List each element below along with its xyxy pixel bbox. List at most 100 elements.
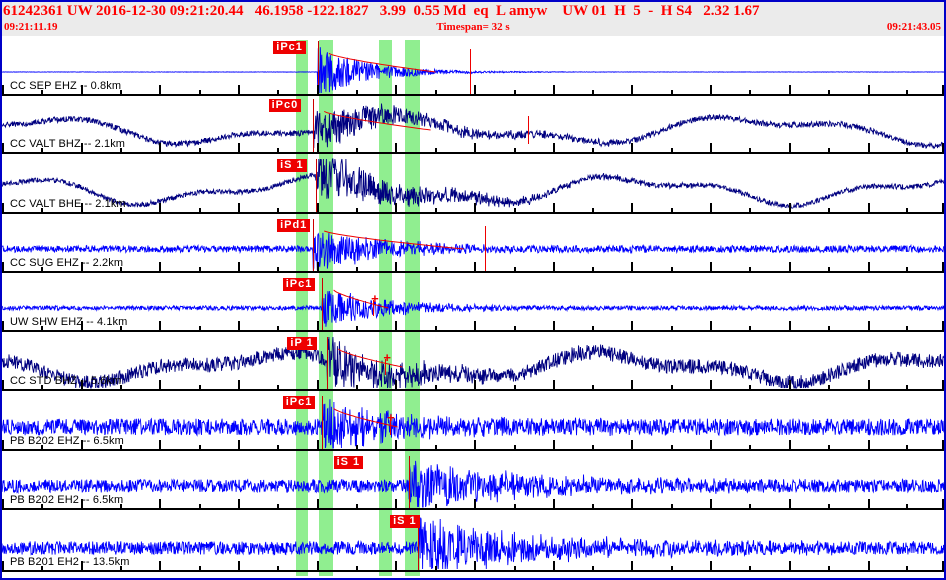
channel-label[interactable]: CC STD BHZ -- 5.6km [10,375,122,387]
axis-tick-major [942,262,944,272]
axis-tick-minor [828,148,831,153]
axis-tick-minor [434,326,437,331]
waveform-row[interactable]: iP 1 + CC STD BHZ -- 5.6km [2,336,944,395]
phase-pick-label[interactable]: iPc0 [268,99,302,112]
axis-tick-major [867,321,870,331]
channel-label[interactable]: PB B201 EH2 -- 13.5km [10,556,130,568]
channel-label[interactable]: UW SHW EHZ -- 4.1km [10,316,128,328]
phase-pick-line[interactable] [312,219,314,271]
axis-tick-minor [198,208,201,213]
waveform-row[interactable]: iS 1 PB B202 EH2 -- 6.5km [2,455,944,514]
axis-tick-major [80,143,83,153]
waveform-row[interactable]: iPc0 CC VALT BHZ -- 2.1km [2,98,944,158]
phase-pick-line[interactable] [322,396,324,449]
waveform-plot-area[interactable]: iPc1 CC SEP EHZ -- 0.8km iPc0 CC VALT BHZ -… [2,36,944,578]
waveform-row[interactable]: iPc1 CC SEP EHZ -- 0.8km [2,40,944,98]
axis-tick-major [631,440,634,450]
axis-tick-major [710,561,713,571]
axis-tick-minor [670,504,673,509]
amplitude-marker[interactable] [373,300,375,316]
axis-tick-minor [41,148,44,153]
axis-tick-minor [905,326,908,331]
phase-pick-label[interactable]: iPd1 [277,219,311,232]
phase-pick-label[interactable]: iS 1 [333,456,364,469]
waveform-row[interactable]: iPd1 CC SUG EHZ -- 2.2km [2,218,944,277]
waveform-row[interactable]: iPc1 + UW SHW EHZ -- 4.1km [2,277,944,336]
waveform-row[interactable]: iS 1 PB B201 EH2 -- 13.5km [2,514,944,576]
axis-tick-minor [434,90,437,95]
axis-tick-minor [828,267,831,272]
axis-tick-minor [592,326,595,331]
time-axis [2,212,944,214]
amplitude-plus-marker[interactable]: + [371,291,379,306]
event-summary-line: 61242361 UW 2016-12-30 09:21:20.44 46.19… [3,3,760,19]
waveform-row[interactable]: iS 1 CC VALT BHE -- 2.1km [2,158,944,218]
time-window-highlight [295,395,309,455]
axis-tick-minor [41,445,44,450]
phase-pick-line[interactable] [322,278,324,330]
amplitude-plus-marker[interactable]: + [383,350,391,365]
axis-tick-major [80,85,83,95]
phase-pick-label[interactable]: iPc1 [273,41,306,54]
axis-tick-major [710,262,713,272]
channel-label[interactable]: CC VALT BHZ -- 2.1km [10,138,126,150]
time-axis [2,330,944,332]
amplitude-marker[interactable] [485,226,487,272]
channel-label[interactable]: CC SUG EHZ -- 2.2km [10,257,124,269]
phase-pick-label[interactable]: iPc1 [282,278,316,291]
waveform-row[interactable]: iPc1 + PB B202 EHZ -- 6.5km [2,395,944,455]
amplitude-plus-marker[interactable]: + [387,410,395,425]
axis-tick-major [553,380,556,390]
phase-pick-line[interactable] [315,159,317,212]
amplitude-marker[interactable] [385,359,387,375]
axis-tick-major [867,561,870,571]
axis-tick-minor [434,208,437,213]
axis-tick-major [2,143,4,153]
axis-tick-minor [119,208,122,213]
axis-tick-minor [828,445,831,450]
axis-tick-major [395,321,398,331]
axis-tick-major [553,143,556,153]
phase-pick-label[interactable]: iS 1 [277,159,307,172]
amplitude-marker[interactable] [390,419,392,435]
axis-tick-minor [277,385,280,390]
phase-pick-label[interactable]: iP 1 [287,337,317,350]
axis-tick-minor [670,326,673,331]
axis-tick-minor [41,90,44,95]
phase-pick-line[interactable] [408,456,410,508]
waveform-trace [2,289,944,327]
channel-label[interactable]: PB B202 EH2 -- 6.5km [10,494,124,506]
axis-tick-minor [592,208,595,213]
amplitude-marker[interactable] [470,49,472,95]
axis-tick-minor [355,267,358,272]
phase-pick-line[interactable] [317,41,319,94]
phase-pick-line[interactable] [418,515,420,570]
waveform-trace [2,460,944,508]
amplitude-marker[interactable] [527,116,529,144]
axis-tick-minor [592,267,595,272]
axis-tick-minor [198,445,201,450]
axis-tick-minor [198,504,201,509]
axis-tick-minor [905,148,908,153]
axis-tick-major [473,380,476,390]
axis-tick-minor [828,326,831,331]
channel-label[interactable]: PB B202 EHZ -- 6.5km [10,435,124,447]
axis-tick-minor [355,385,358,390]
axis-tick-major [553,321,556,331]
axis-tick-major [631,380,634,390]
axis-tick-minor [513,208,516,213]
phase-pick-label[interactable]: iS 1 [390,515,420,528]
axis-tick-minor [905,208,908,213]
axis-tick-minor [828,504,831,509]
axis-tick-minor [670,148,673,153]
phase-pick-label[interactable]: iPc1 [282,396,316,409]
time-window-highlight [405,277,421,336]
axis-tick-major [159,321,162,331]
phase-pick-line[interactable] [326,337,328,389]
channel-label[interactable]: CC SEP EHZ -- 0.8km [10,80,122,92]
phase-pick-line[interactable] [312,99,314,152]
channel-label[interactable]: CC VALT BHE -- 2.1km [10,198,126,210]
axis-tick-minor [277,566,280,571]
time-window-highlight [295,40,309,98]
axis-tick-minor [905,385,908,390]
